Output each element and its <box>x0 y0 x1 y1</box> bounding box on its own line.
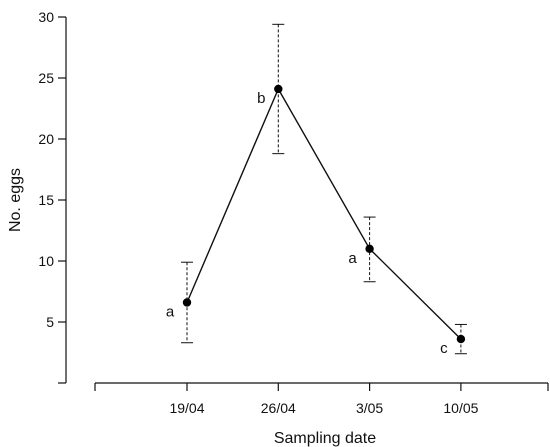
y-axis-title: No. eggs <box>7 168 24 232</box>
data-point <box>456 334 466 344</box>
x-axis: 19/04 26/04 3/05 10/05 <box>94 382 549 416</box>
significance-letter: a <box>348 250 357 267</box>
y-tick-label: 5 <box>46 314 54 330</box>
significance-letter: b <box>257 90 265 107</box>
significance-letter: a <box>166 303 175 320</box>
y-tick-label: 15 <box>38 192 54 208</box>
data-point <box>274 84 283 94</box>
x-tick-label: 19/04 <box>169 400 204 416</box>
significance-letters: a b a c <box>166 90 448 357</box>
y-tick-label: 30 <box>38 9 54 25</box>
series-line-group <box>186 87 462 340</box>
y-axis: 5 10 15 20 25 30 <box>38 9 67 384</box>
x-tick-label: 26/04 <box>261 400 296 416</box>
x-tick-label: 10/05 <box>443 400 478 416</box>
series-line <box>186 87 462 340</box>
data-point <box>182 298 192 307</box>
x-axis-title: Sampling date <box>274 430 376 447</box>
data-points <box>182 84 466 344</box>
y-tick-label: 20 <box>38 131 54 147</box>
y-tick-label: 10 <box>38 253 54 269</box>
error-bars <box>181 23 467 355</box>
data-point <box>365 244 374 253</box>
significance-letter: c <box>440 340 448 357</box>
y-tick-label: 25 <box>38 70 54 86</box>
x-tick-label: 3/05 <box>356 400 383 416</box>
